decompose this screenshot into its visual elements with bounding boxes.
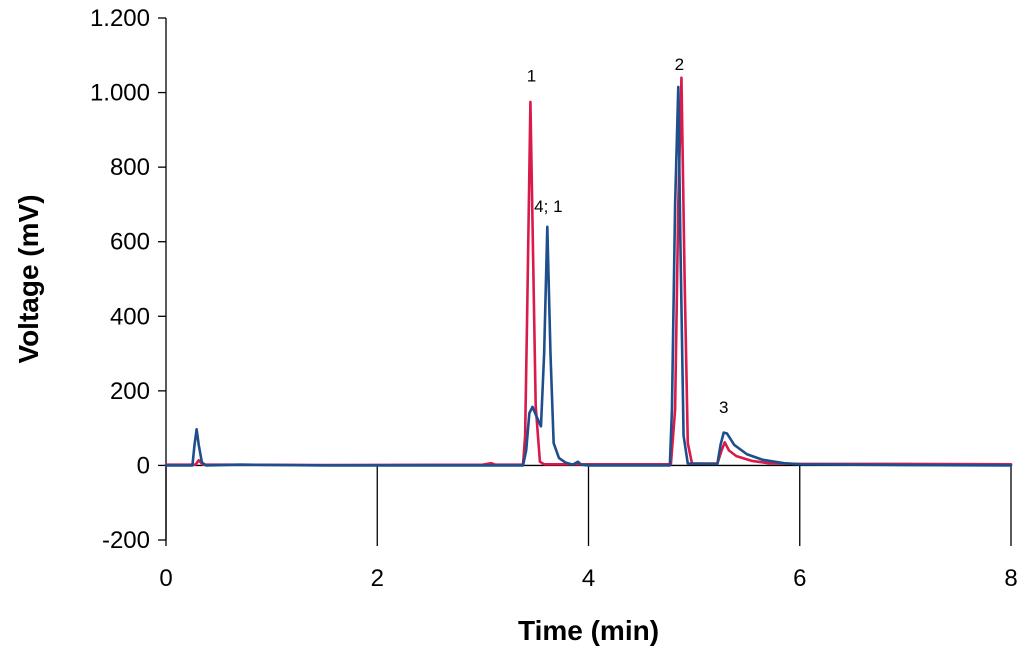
series-group [164,76,1013,467]
x-tick-label: 2 [371,565,384,592]
peak-label: 2 [675,55,684,74]
peak-annotations: 1 4; 1 2 3 [527,55,729,417]
y-tick-label: 400 [110,303,150,330]
y-tick-label: 600 [110,229,150,256]
peak-label: 1 [527,66,536,85]
x-axis-ticks: 0 2 4 6 8 [159,465,1018,592]
x-tick-label: 8 [1004,565,1017,592]
x-tick-label: 6 [793,565,806,592]
series-line-blue [164,85,1013,467]
peak-label: 4; 1 [534,197,562,216]
y-axis-ticks: -200 0 200 400 600 800 1.000 1.200 [90,5,166,554]
y-tick-label: 1.000 [90,80,150,107]
y-tick-label: 800 [110,154,150,181]
plot-area: -200 0 200 400 600 800 1.000 1.200 0 2 4 6 8 1 4; 1 2… [90,5,1018,592]
y-tick-label: 1.200 [90,5,150,32]
y-axis-title: Voltage (mV) [13,194,44,363]
series-line-red [164,76,1013,467]
x-axis-title: Time (min) [518,615,659,646]
x-tick-label: 4 [582,565,595,592]
y-tick-label: 0 [137,452,150,479]
peak-label: 3 [719,398,728,417]
y-tick-label: -200 [102,527,150,554]
x-tick-label: 0 [159,565,172,592]
y-tick-label: 200 [110,378,150,405]
